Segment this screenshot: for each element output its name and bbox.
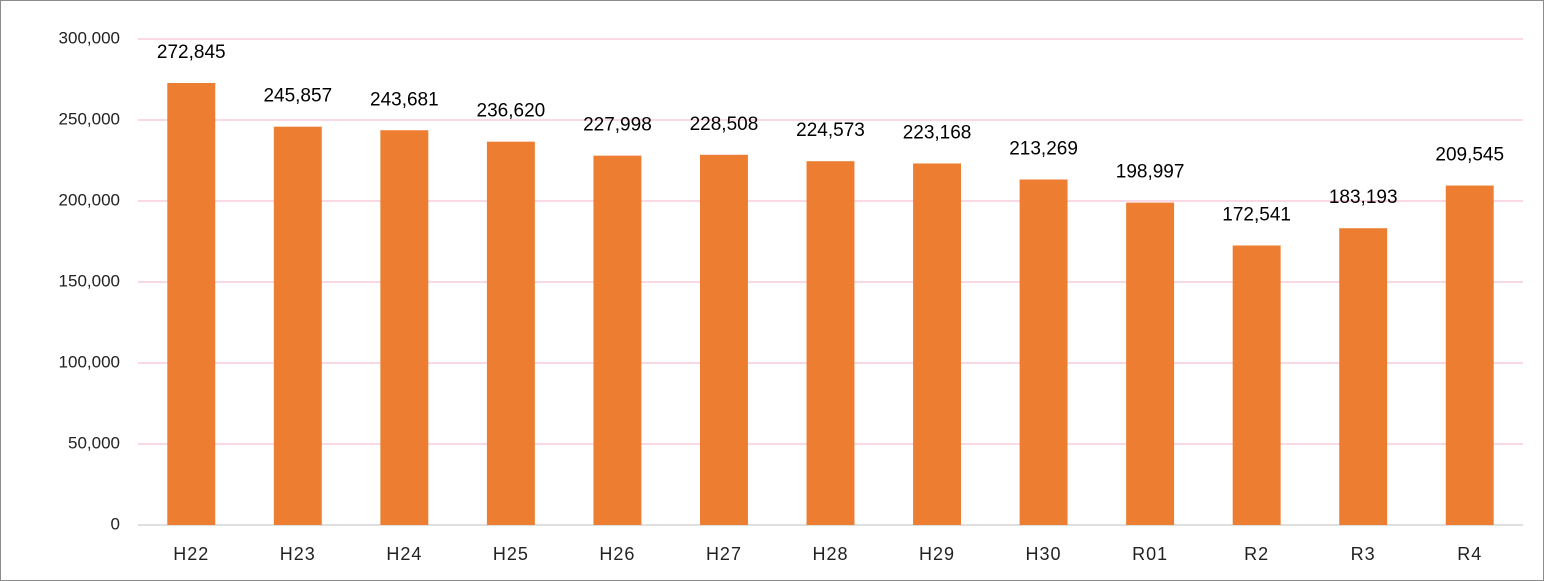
- value-label: 172,541: [1222, 204, 1291, 225]
- bar: [273, 126, 322, 525]
- x-tick-label: H25: [493, 544, 529, 564]
- bar: [1126, 202, 1175, 525]
- x-tick-label: H29: [919, 544, 955, 564]
- value-label: 183,193: [1329, 187, 1398, 208]
- bar: [1445, 185, 1494, 525]
- value-label: 223,168: [903, 122, 972, 143]
- y-tick-label: 300,000: [59, 28, 120, 47]
- y-tick-label: 250,000: [59, 109, 120, 128]
- y-tick-label: 50,000: [68, 433, 120, 452]
- value-label: 228,508: [690, 114, 759, 135]
- bar: [593, 155, 642, 525]
- x-tick-label: H26: [599, 544, 635, 564]
- bar: [380, 130, 429, 525]
- value-label: 236,620: [477, 101, 546, 122]
- x-tick-label: H22: [173, 544, 209, 564]
- y-tick-label: 0: [111, 514, 120, 533]
- bar: [699, 154, 748, 525]
- x-tick-label: H23: [280, 544, 316, 564]
- x-tick-label: H30: [1026, 544, 1062, 564]
- x-tick-label: R01: [1132, 544, 1168, 564]
- bar: [167, 82, 216, 526]
- x-tick-label: H27: [706, 544, 742, 564]
- bar: [806, 161, 855, 525]
- y-tick-label: 100,000: [59, 352, 120, 371]
- value-label: 245,857: [263, 86, 332, 107]
- x-tick-label: R4: [1457, 544, 1482, 564]
- bar: [1232, 245, 1281, 525]
- x-tick-label: R2: [1244, 544, 1269, 564]
- bar: [486, 141, 535, 525]
- bar: [913, 163, 962, 525]
- bar: [1019, 179, 1068, 526]
- y-tick-label: 200,000: [59, 190, 120, 209]
- value-label: 272,845: [157, 42, 226, 63]
- x-tick-label: R3: [1351, 544, 1376, 564]
- value-label: 227,998: [583, 115, 652, 136]
- value-label: 213,269: [1009, 139, 1078, 160]
- value-label: 209,545: [1435, 145, 1504, 166]
- value-label: 224,573: [796, 120, 865, 141]
- value-label: 243,681: [370, 89, 439, 110]
- x-tick-label: H24: [386, 544, 422, 564]
- value-label: 198,997: [1116, 162, 1185, 183]
- bar: [1339, 228, 1388, 525]
- x-tick-label: H28: [812, 544, 848, 564]
- y-tick-label: 150,000: [59, 271, 120, 290]
